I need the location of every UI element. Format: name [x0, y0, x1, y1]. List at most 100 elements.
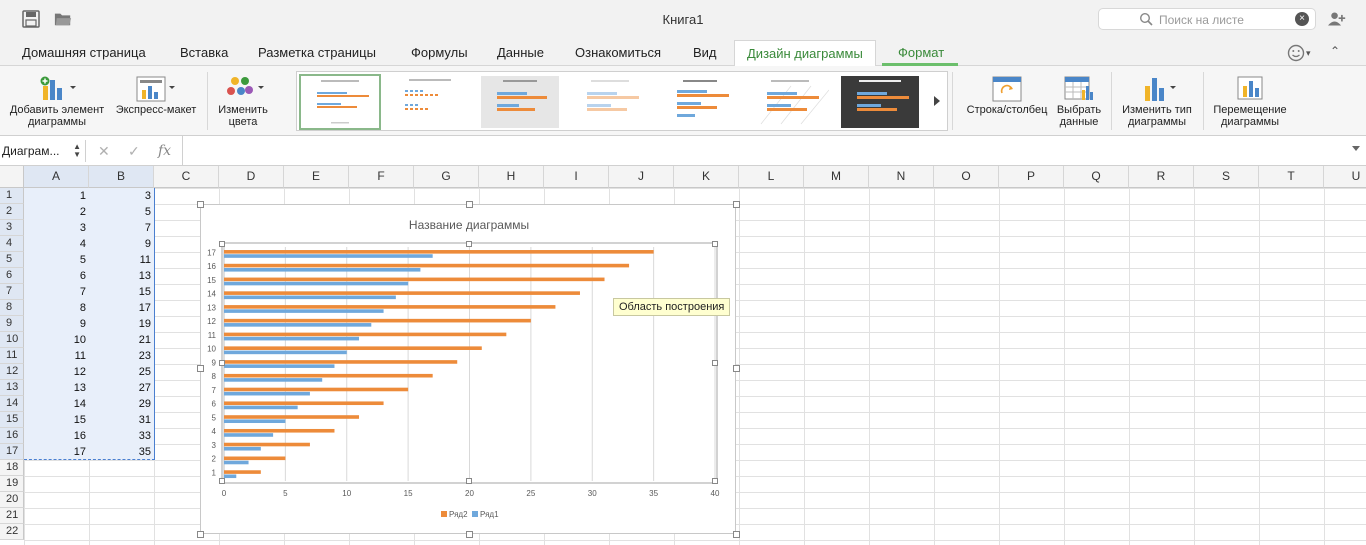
cell-b8[interactable]: 17 — [138, 302, 151, 314]
sheet-search-input[interactable]: Поиск на листе × — [1098, 8, 1316, 30]
row-header-7[interactable]: 7 — [0, 284, 24, 300]
column-header-f[interactable]: F — [349, 166, 414, 188]
cell-a5[interactable]: 5 — [79, 254, 86, 266]
tab-chart-design[interactable]: Дизайн диаграммы — [734, 40, 876, 67]
cell-a17[interactable]: 17 — [73, 446, 86, 458]
column-header-a[interactable]: A — [24, 166, 89, 188]
cell-b13[interactable]: 27 — [138, 382, 151, 394]
cell-a10[interactable]: 10 — [73, 334, 86, 346]
column-header-p[interactable]: P — [999, 166, 1064, 188]
row-header-5[interactable]: 5 — [0, 252, 24, 268]
column-header-n[interactable]: N — [869, 166, 934, 188]
gallery-next-arrow-icon[interactable] — [934, 96, 940, 106]
cell-b12[interactable]: 25 — [138, 366, 151, 378]
tab-data[interactable]: Данные — [497, 45, 544, 60]
cell-b11[interactable]: 23 — [138, 350, 151, 362]
chart-resize-handle[interactable] — [466, 201, 473, 208]
plot-area-resize-handle[interactable] — [219, 478, 225, 484]
tab-formulas[interactable]: Формулы — [411, 45, 468, 60]
tab-format[interactable]: Формат — [898, 45, 945, 60]
cell-b7[interactable]: 15 — [138, 286, 151, 298]
add-chart-element-button[interactable]: Добавить элемент диаграммы — [6, 76, 108, 128]
smiley-dropdown-icon[interactable]: ▾ — [1306, 48, 1311, 58]
plot-area-resize-handle[interactable] — [219, 360, 225, 366]
column-header-o[interactable]: O — [934, 166, 999, 188]
chart-style-5[interactable] — [661, 76, 739, 128]
row-header-9[interactable]: 9 — [0, 316, 24, 332]
cell-a7[interactable]: 7 — [79, 286, 86, 298]
column-header-c[interactable]: C — [154, 166, 219, 188]
cell-a4[interactable]: 4 — [79, 238, 86, 250]
change-colors-button[interactable]: Изменить цвета — [210, 76, 276, 128]
expand-formula-bar-icon[interactable] — [1352, 146, 1360, 151]
chart-resize-handle[interactable] — [197, 201, 204, 208]
column-header-e[interactable]: E — [284, 166, 349, 188]
row-header-3[interactable]: 3 — [0, 220, 24, 236]
cell-a1[interactable]: 1 — [79, 190, 86, 202]
column-header-g[interactable]: G — [414, 166, 479, 188]
row-header-8[interactable]: 8 — [0, 300, 24, 316]
cell-b3[interactable]: 7 — [144, 222, 151, 234]
row-header-10[interactable]: 10 — [0, 332, 24, 348]
row-header-12[interactable]: 12 — [0, 364, 24, 380]
column-header-q[interactable]: Q — [1064, 166, 1129, 188]
row-header-15[interactable]: 15 — [0, 412, 24, 428]
name-box[interactable]: Диаграм... ▲ ▼ — [0, 140, 86, 162]
row-header-14[interactable]: 14 — [0, 396, 24, 412]
cell-a8[interactable]: 8 — [79, 302, 86, 314]
row-header-11[interactable]: 11 — [0, 348, 24, 364]
move-chart-button[interactable]: Перемещение диаграммы — [1208, 76, 1292, 128]
cell-a12[interactable]: 12 — [73, 366, 86, 378]
chart-resize-handle[interactable] — [197, 531, 204, 538]
cell-b4[interactable]: 9 — [144, 238, 151, 250]
row-header-19[interactable]: 19 — [0, 476, 24, 492]
cell-a6[interactable]: 6 — [79, 270, 86, 282]
cell-b6[interactable]: 13 — [138, 270, 151, 282]
row-header-20[interactable]: 20 — [0, 492, 24, 508]
cell-a3[interactable]: 3 — [79, 222, 86, 234]
express-layout-button[interactable]: Экспресс-макет — [110, 76, 202, 116]
row-header-4[interactable]: 4 — [0, 236, 24, 252]
chart-style-3[interactable] — [481, 76, 559, 128]
cell-b1[interactable]: 3 — [144, 190, 151, 202]
clear-search-icon[interactable]: × — [1295, 12, 1309, 26]
select-data-button[interactable]: Выбрать данные — [1052, 76, 1106, 128]
open-folder-icon[interactable] — [54, 10, 72, 28]
row-header-1[interactable]: 1 — [0, 188, 24, 204]
chart-resize-handle[interactable] — [466, 531, 473, 538]
column-header-j[interactable]: J — [609, 166, 674, 188]
column-header-s[interactable]: S — [1194, 166, 1259, 188]
collapse-ribbon-icon[interactable]: ⌃ — [1330, 44, 1341, 58]
cell-a2[interactable]: 2 — [79, 206, 86, 218]
row-header-2[interactable]: 2 — [0, 204, 24, 220]
cell-b16[interactable]: 33 — [138, 430, 151, 442]
plot-area-resize-handle[interactable] — [712, 360, 718, 366]
row-header-21[interactable]: 21 — [0, 508, 24, 524]
cell-a16[interactable]: 16 — [73, 430, 86, 442]
tab-page-layout[interactable]: Разметка страницы — [258, 45, 376, 60]
column-header-m[interactable]: M — [804, 166, 869, 188]
cell-a13[interactable]: 13 — [73, 382, 86, 394]
tab-home[interactable]: Домашняя страница — [22, 45, 146, 60]
row-header-6[interactable]: 6 — [0, 268, 24, 284]
share-user-icon[interactable] — [1328, 10, 1346, 28]
cell-b15[interactable]: 31 — [138, 414, 151, 426]
chart-resize-handle[interactable] — [197, 365, 204, 372]
plot-area-resize-handle[interactable] — [466, 241, 472, 247]
chart-resize-handle[interactable] — [733, 531, 740, 538]
tab-insert[interactable]: Вставка — [180, 45, 229, 60]
cell-a14[interactable]: 14 — [73, 398, 86, 410]
column-header-r[interactable]: R — [1129, 166, 1194, 188]
plot-area-resize-handle[interactable] — [712, 478, 718, 484]
confirm-formula-icon[interactable]: ✓ — [128, 143, 140, 159]
column-header-t[interactable]: T — [1259, 166, 1324, 188]
change-chart-type-button[interactable]: Изменить тип диаграммы — [1116, 76, 1198, 128]
cell-b5[interactable]: 11 — [139, 254, 151, 266]
switch-row-column-button[interactable]: Строка/столбец — [962, 76, 1052, 116]
column-header-d[interactable]: D — [219, 166, 284, 188]
chart-resize-handle[interactable] — [733, 201, 740, 208]
cell-a9[interactable]: 9 — [79, 318, 86, 330]
column-header-l[interactable]: L — [739, 166, 804, 188]
cell-a11[interactable]: 11 — [74, 350, 86, 362]
chart-style-4[interactable] — [571, 76, 649, 128]
